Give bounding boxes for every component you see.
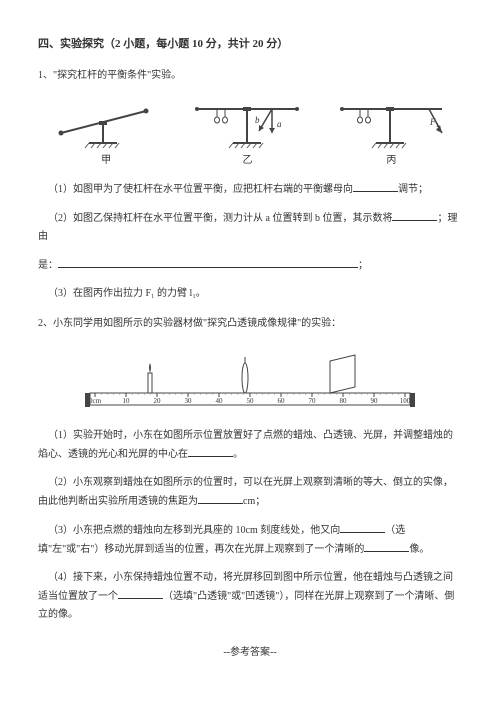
blank <box>340 521 385 533</box>
svg-text:70: 70 <box>309 397 317 405</box>
q2-stem: 2、小东同学用如图所示的实验器材做"探究凸透镜成像规律"的实验： <box>38 315 462 333</box>
svg-text:20: 20 <box>154 397 162 405</box>
svg-text:60: 60 <box>278 397 286 405</box>
svg-text:80: 80 <box>340 397 348 405</box>
q1-sub3: （3）在图丙作出拉力 F₁ 的力臂 l₁。 <box>38 285 462 303</box>
svg-text:40: 40 <box>216 397 224 405</box>
blank <box>118 587 163 599</box>
svg-text:90: 90 <box>371 397 379 405</box>
q2-sub1-text: （1）实验开始时，小东在如图所示位置放置好了点燃的蜡烛、凸透镜、光屏，并调整蜡烛… <box>38 430 453 460</box>
label-f1: F₁ <box>429 117 439 127</box>
label-yi: 乙 <box>242 152 252 170</box>
q1-stem: 1、"探究杠杆的平衡条件"实验。 <box>38 67 462 85</box>
label-bing: 丙 <box>386 152 396 170</box>
q1-sub1: （1）如图甲为了使杠杆在水平位置平衡，应把杠杆右端的平衡螺母向 调节； <box>38 180 462 199</box>
lens-icon <box>242 357 248 393</box>
blank <box>353 180 398 192</box>
q1-sub2: （2）如图乙保持杠杆在水平位置平衡，测力计从 a 位置转到 b 位置，其示数将；… <box>38 209 462 246</box>
blank <box>392 209 437 221</box>
svg-text:10: 10 <box>123 397 131 405</box>
q1-sub1-end: 调节； <box>398 184 428 195</box>
q1-sub2c: 是： <box>38 260 58 271</box>
q2-sub4: （4）接下来，小东保持蜡烛位置不动，将光屏移回到图中所示位置，他在蜡烛与凸透镜之… <box>38 569 462 624</box>
blank <box>188 445 233 457</box>
blank <box>198 492 243 504</box>
q2-sub3a: （3）小东把点燃的蜡烛向左移到光具座的 10cm 刻度线处，他又向 <box>48 525 340 536</box>
q1-sub2a: （2）如图乙保持杠杆在水平位置平衡，测力计从 a 位置转到 b 位置，其示数将 <box>48 213 392 224</box>
q1-sub1-text: （1）如图甲为了使杠杆在水平位置平衡，应把杠杆右端的平衡螺母向 <box>48 184 353 195</box>
q2-sub1-end: 。 <box>233 449 243 460</box>
label-jia: 甲 <box>101 152 111 170</box>
q1-sub2-line2: 是： ； <box>38 256 462 275</box>
q2-sub3c: 像。 <box>409 544 429 555</box>
screen-icon <box>330 355 355 393</box>
figure-yi: b a 乙 <box>187 95 307 170</box>
lever-bing-svg: F₁ <box>334 95 449 150</box>
svg-text:0cm: 0cm <box>89 397 102 405</box>
optical-bench: 0cm 10 20 30 40 50 60 70 80 90 100 <box>80 345 420 415</box>
blank-long <box>58 256 358 268</box>
svg-text:100: 100 <box>400 397 411 405</box>
section-title: 四、实验探究（2 小题，每小题 10 分，共计 20 分） <box>38 35 462 55</box>
figure-jia: 甲 <box>51 95 161 170</box>
q1-sub2d: ； <box>358 260 368 271</box>
q2-sub2: （2）小东观察到蜡烛在如图所示的位置时，可以在光屏上观察到清晰的等大、倒立的实像… <box>38 474 462 511</box>
lever-jia-svg <box>51 95 161 150</box>
q1-figures: 甲 b a 乙 <box>38 95 462 170</box>
optical-bench-svg: 0cm 10 20 30 40 50 60 70 80 90 100 <box>80 345 420 415</box>
lever-yi-svg: b a <box>187 95 307 150</box>
candle-icon <box>148 363 152 393</box>
svg-text:30: 30 <box>185 397 193 405</box>
figure-bing: F₁ 丙 <box>334 95 449 170</box>
blank <box>364 540 409 552</box>
label-a: a <box>277 119 282 129</box>
q2-sub1: （1）实验开始时，小东在如图所示位置放置好了点燃的蜡烛、凸透镜、光屏，并调整蜡烛… <box>38 427 462 464</box>
svg-text:50: 50 <box>247 397 255 405</box>
q2-sub3: （3）小东把点燃的蜡烛向左移到光具座的 10cm 刻度线处，他又向（选填"左"或… <box>38 521 462 559</box>
q2-sub2b: cm； <box>243 496 265 507</box>
answer-key-footer: --参考答案-- <box>38 644 462 662</box>
label-b: b <box>255 115 260 125</box>
